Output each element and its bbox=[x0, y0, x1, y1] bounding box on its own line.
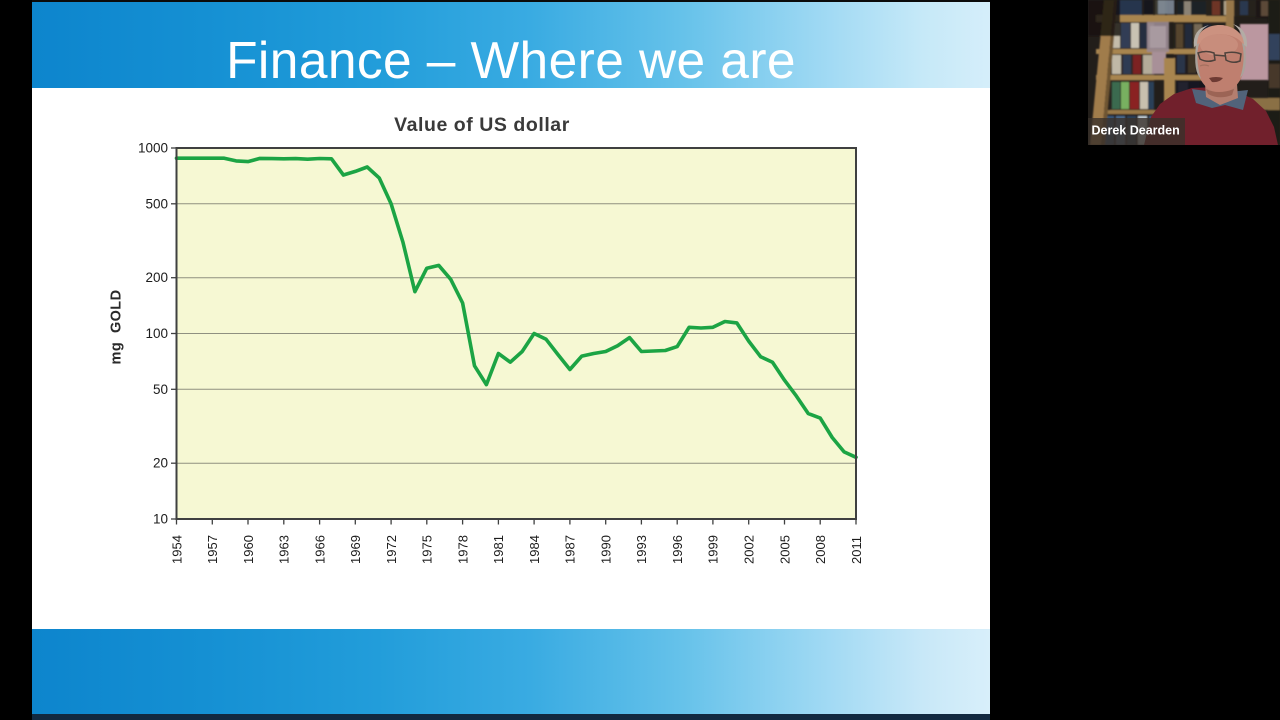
svg-text:50: 50 bbox=[153, 382, 168, 397]
svg-text:10: 10 bbox=[153, 512, 168, 527]
svg-text:1993: 1993 bbox=[634, 535, 649, 564]
svg-text:2011: 2011 bbox=[849, 536, 864, 564]
svg-text:1966: 1966 bbox=[312, 535, 327, 564]
svg-text:1999: 1999 bbox=[706, 535, 721, 564]
svg-text:1987: 1987 bbox=[563, 535, 578, 564]
svg-text:1984: 1984 bbox=[527, 535, 542, 564]
svg-text:200: 200 bbox=[145, 270, 168, 285]
svg-text:1972: 1972 bbox=[384, 535, 399, 564]
svg-text:1000: 1000 bbox=[138, 141, 168, 156]
svg-text:2008: 2008 bbox=[813, 535, 828, 564]
svg-text:1957: 1957 bbox=[205, 535, 220, 564]
svg-text:1975: 1975 bbox=[420, 535, 435, 564]
svg-text:1978: 1978 bbox=[455, 535, 470, 564]
svg-text:2005: 2005 bbox=[777, 535, 792, 564]
svg-text:1996: 1996 bbox=[670, 535, 685, 564]
svg-text:Derek Dearden: Derek Dearden bbox=[1092, 124, 1180, 138]
svg-text:1960: 1960 bbox=[241, 535, 256, 564]
svg-text:100: 100 bbox=[145, 326, 168, 341]
svg-text:1963: 1963 bbox=[277, 535, 292, 564]
svg-text:1969: 1969 bbox=[348, 535, 363, 564]
svg-text:Value of US dollar: Value of US dollar bbox=[394, 114, 570, 136]
svg-text:1981: 1981 bbox=[491, 535, 506, 564]
svg-text:1990: 1990 bbox=[599, 535, 614, 564]
svg-text:500: 500 bbox=[145, 196, 168, 211]
svg-text:mg GOLD: mg GOLD bbox=[109, 290, 125, 365]
svg-text:1954: 1954 bbox=[169, 535, 184, 564]
svg-text:20: 20 bbox=[153, 456, 168, 471]
svg-text:2002: 2002 bbox=[742, 535, 757, 564]
